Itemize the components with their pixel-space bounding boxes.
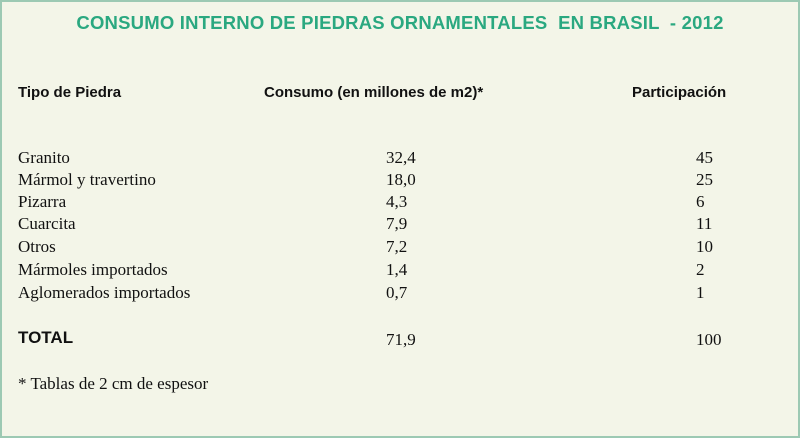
footnote: * Tablas de 2 cm de espesor bbox=[18, 374, 209, 393]
table-row: Pizarra 4,3 6 bbox=[2, 192, 798, 214]
cell-participacion: 6 bbox=[696, 192, 705, 211]
cell-tipo: Cuarcita bbox=[18, 214, 76, 233]
cell-participacion: 10 bbox=[696, 237, 713, 256]
cell-consumo: 7,2 bbox=[386, 237, 408, 256]
table-row: Aglomerados importados 0,7 1 bbox=[2, 283, 798, 305]
header-consumo: Consumo (en millones de m2)* bbox=[264, 84, 484, 101]
cell-consumo: 4,3 bbox=[386, 192, 408, 211]
cell-participacion: 1 bbox=[696, 283, 705, 302]
page-title: CONSUMO INTERNO DE PIEDRAS ORNAMENTALES … bbox=[76, 12, 724, 33]
cell-tipo: Pizarra bbox=[18, 192, 67, 211]
cell-consumo: 32,4 bbox=[386, 148, 416, 167]
cell-tipo: Aglomerados importados bbox=[18, 283, 191, 302]
table-row: Granito 32,4 45 bbox=[2, 148, 798, 170]
total-label: TOTAL bbox=[18, 328, 74, 347]
cell-consumo: 1,4 bbox=[386, 260, 408, 279]
total-consumo: 71,9 bbox=[386, 330, 416, 349]
cell-participacion: 11 bbox=[696, 214, 713, 233]
cell-tipo: Granito bbox=[18, 148, 70, 167]
table-row: Mármoles importados 1,4 2 bbox=[2, 260, 798, 282]
cell-consumo: 0,7 bbox=[386, 283, 408, 302]
cell-tipo: Mármol y travertino bbox=[18, 170, 156, 189]
table-row: Cuarcita 7,9 11 bbox=[2, 214, 798, 236]
cell-consumo: 7,9 bbox=[386, 214, 408, 233]
total-participacion: 100 bbox=[696, 330, 722, 349]
cell-participacion: 25 bbox=[696, 170, 713, 189]
header-tipo: Tipo de Piedra bbox=[18, 84, 122, 101]
cell-tipo: Mármoles importados bbox=[18, 260, 168, 279]
cell-consumo: 18,0 bbox=[386, 170, 416, 189]
header-participacion: Participación bbox=[632, 84, 727, 101]
table-row: Otros 7,2 10 bbox=[2, 237, 798, 259]
cell-tipo: Otros bbox=[18, 237, 56, 256]
table-row: Mármol y travertino 18,0 25 bbox=[2, 170, 798, 192]
cell-participacion: 2 bbox=[696, 260, 705, 279]
cell-participacion: 45 bbox=[696, 148, 713, 167]
